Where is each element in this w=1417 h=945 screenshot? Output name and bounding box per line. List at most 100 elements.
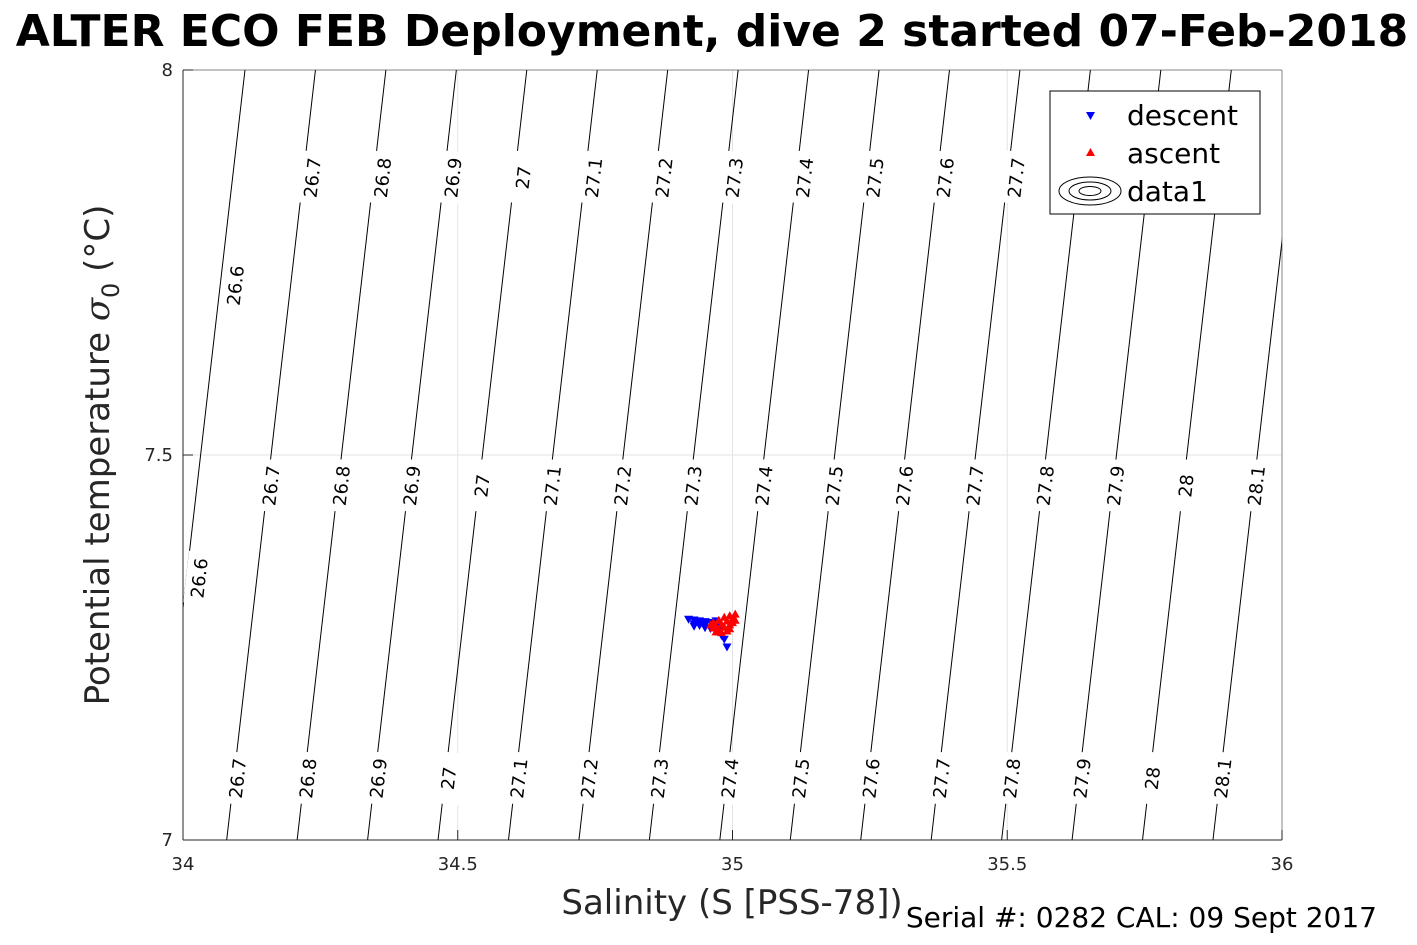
- chart-title: ALTER ECO FEB Deployment, dive 2 started…: [16, 6, 1409, 57]
- contour-label-bg: [255, 458, 289, 514]
- contour-label: 28.1: [1211, 757, 1236, 799]
- contour-label-bg: [1170, 458, 1204, 514]
- contour-label-bg: [1240, 458, 1275, 514]
- contour-label: 28: [1175, 473, 1198, 498]
- contour-label-bg: [855, 750, 889, 806]
- contour-label: 27.5: [789, 757, 814, 799]
- contour-label-bg: [577, 150, 612, 206]
- contour-label-bg: [929, 150, 964, 206]
- contour-label: 27.6: [934, 157, 959, 199]
- contour-label-bg: [183, 550, 217, 606]
- contour-label: 27.3: [648, 757, 673, 799]
- contour-label-bg: [221, 750, 256, 806]
- contour-label: 27.3: [723, 157, 748, 199]
- contour-label-bg: [573, 750, 608, 806]
- legend-item-descent: descent: [1086, 99, 1238, 132]
- x-tick-label: 34: [172, 854, 195, 875]
- contour-label-bg: [219, 258, 254, 314]
- point-ascent: [711, 627, 721, 636]
- contour-label: 27: [438, 766, 461, 791]
- x-tick-label: 36: [1271, 854, 1294, 875]
- contour-label-bg: [959, 458, 993, 514]
- contour-label: 27.7: [1004, 157, 1029, 199]
- contour-label: 27.7: [963, 465, 988, 507]
- contour-label: 27.7: [930, 757, 955, 799]
- contour-label-bg: [1066, 750, 1100, 806]
- contour-label: 26.8: [371, 157, 396, 199]
- point-ascent: [728, 618, 737, 627]
- triangle-up-icon: [1086, 148, 1095, 156]
- contour-label: 27.6: [859, 757, 884, 799]
- contour-label-bg: [1206, 750, 1241, 806]
- legend-item-data1: data1: [1058, 175, 1208, 208]
- x-tick-label: 34.5: [438, 854, 478, 875]
- contour-label: 27.1: [541, 465, 566, 507]
- contour-label-bg: [818, 458, 853, 514]
- y-tick-label: 8: [162, 60, 173, 81]
- contour-label: 27.3: [681, 465, 706, 507]
- contour-label-bg: [507, 150, 542, 206]
- contour-label-bg: [362, 750, 397, 806]
- data-series: [684, 609, 740, 652]
- legend-box: [1049, 90, 1261, 215]
- contour-label: 28.1: [1245, 465, 1270, 507]
- contour-label: 26.7: [259, 465, 284, 507]
- contour-label: 27.8: [1034, 465, 1059, 507]
- legend-label-data1: data1: [1127, 175, 1208, 208]
- contour-label-bg: [995, 750, 1030, 806]
- contour-label-bg: [648, 150, 682, 206]
- contour-label: 27.1: [582, 157, 607, 199]
- legend-label-ascent: ascent: [1127, 137, 1220, 170]
- triangle-down-icon: [1086, 112, 1095, 120]
- contour-label-bg: [859, 150, 893, 206]
- contour-label: 27.2: [611, 465, 636, 507]
- contour-label-bg: [1099, 458, 1134, 514]
- contour-label: 26.8: [296, 757, 321, 799]
- contour-icon: [1058, 176, 1122, 206]
- y-tick-label: 7.5: [144, 445, 173, 466]
- contour-label-bg: [325, 458, 360, 514]
- axes: 34 34.5 35 35.5 36 7 7.5 8: [144, 60, 1293, 875]
- contour-label-bg: [536, 458, 571, 514]
- contour-label: 27.9: [1070, 757, 1095, 799]
- contour-label-bg: [366, 150, 401, 206]
- contour-label: 26.9: [441, 157, 466, 199]
- contour-label: 26.9: [400, 465, 425, 507]
- contour-label-bg: [1000, 150, 1035, 206]
- contour-label: 27.5: [823, 465, 848, 507]
- contour-label: 27.4: [718, 757, 743, 799]
- contour-label-bg: [296, 150, 331, 206]
- contour-label-bg: [291, 750, 326, 806]
- contour-label: 27: [471, 473, 494, 498]
- contour-label-bg: [788, 150, 823, 206]
- contour-label-bg: [748, 458, 782, 514]
- contour-line: [183, 70, 246, 613]
- contour-label: 28: [1142, 766, 1165, 791]
- contour-label-bg: [888, 458, 923, 514]
- x-tick-label: 35.5: [987, 854, 1027, 875]
- contour-label-bg: [713, 750, 748, 806]
- point-ascent: [725, 624, 735, 633]
- contour-label: 26.6: [187, 557, 212, 599]
- legend: descent ascent data1: [1049, 90, 1261, 215]
- contour-label-bg: [1136, 750, 1171, 806]
- serial-cal-footer: Serial #: 0282 CAL: 09 Sept 2017: [906, 901, 1377, 934]
- y-tick-label: 7: [162, 830, 173, 851]
- contour-label: 27.8: [1000, 757, 1025, 799]
- contour-line: [1212, 236, 1282, 840]
- contour-label: 26.8: [330, 465, 355, 507]
- contour-label: 26.9: [366, 757, 391, 799]
- contour-label-bg: [432, 750, 467, 806]
- x-axis-label: Salinity (S [PSS-78]): [561, 883, 902, 923]
- y-axis-label: Potential temperature σ0 (°C): [78, 205, 125, 706]
- contour-labels: 26.7 26.8 26.9 27 27.1 27.2 27.3 27.4 27.5 27.6 27…: [183, 150, 1275, 806]
- contour-label: 27.9: [1104, 465, 1129, 507]
- contour-label-bg: [718, 150, 753, 206]
- contour-label-bg: [677, 458, 711, 514]
- contour-label-bg: [502, 750, 537, 806]
- contour-label-bg: [466, 458, 500, 514]
- contour-label: 27: [512, 165, 535, 190]
- contour-label-bg: [925, 750, 960, 806]
- point-descent: [700, 621, 710, 630]
